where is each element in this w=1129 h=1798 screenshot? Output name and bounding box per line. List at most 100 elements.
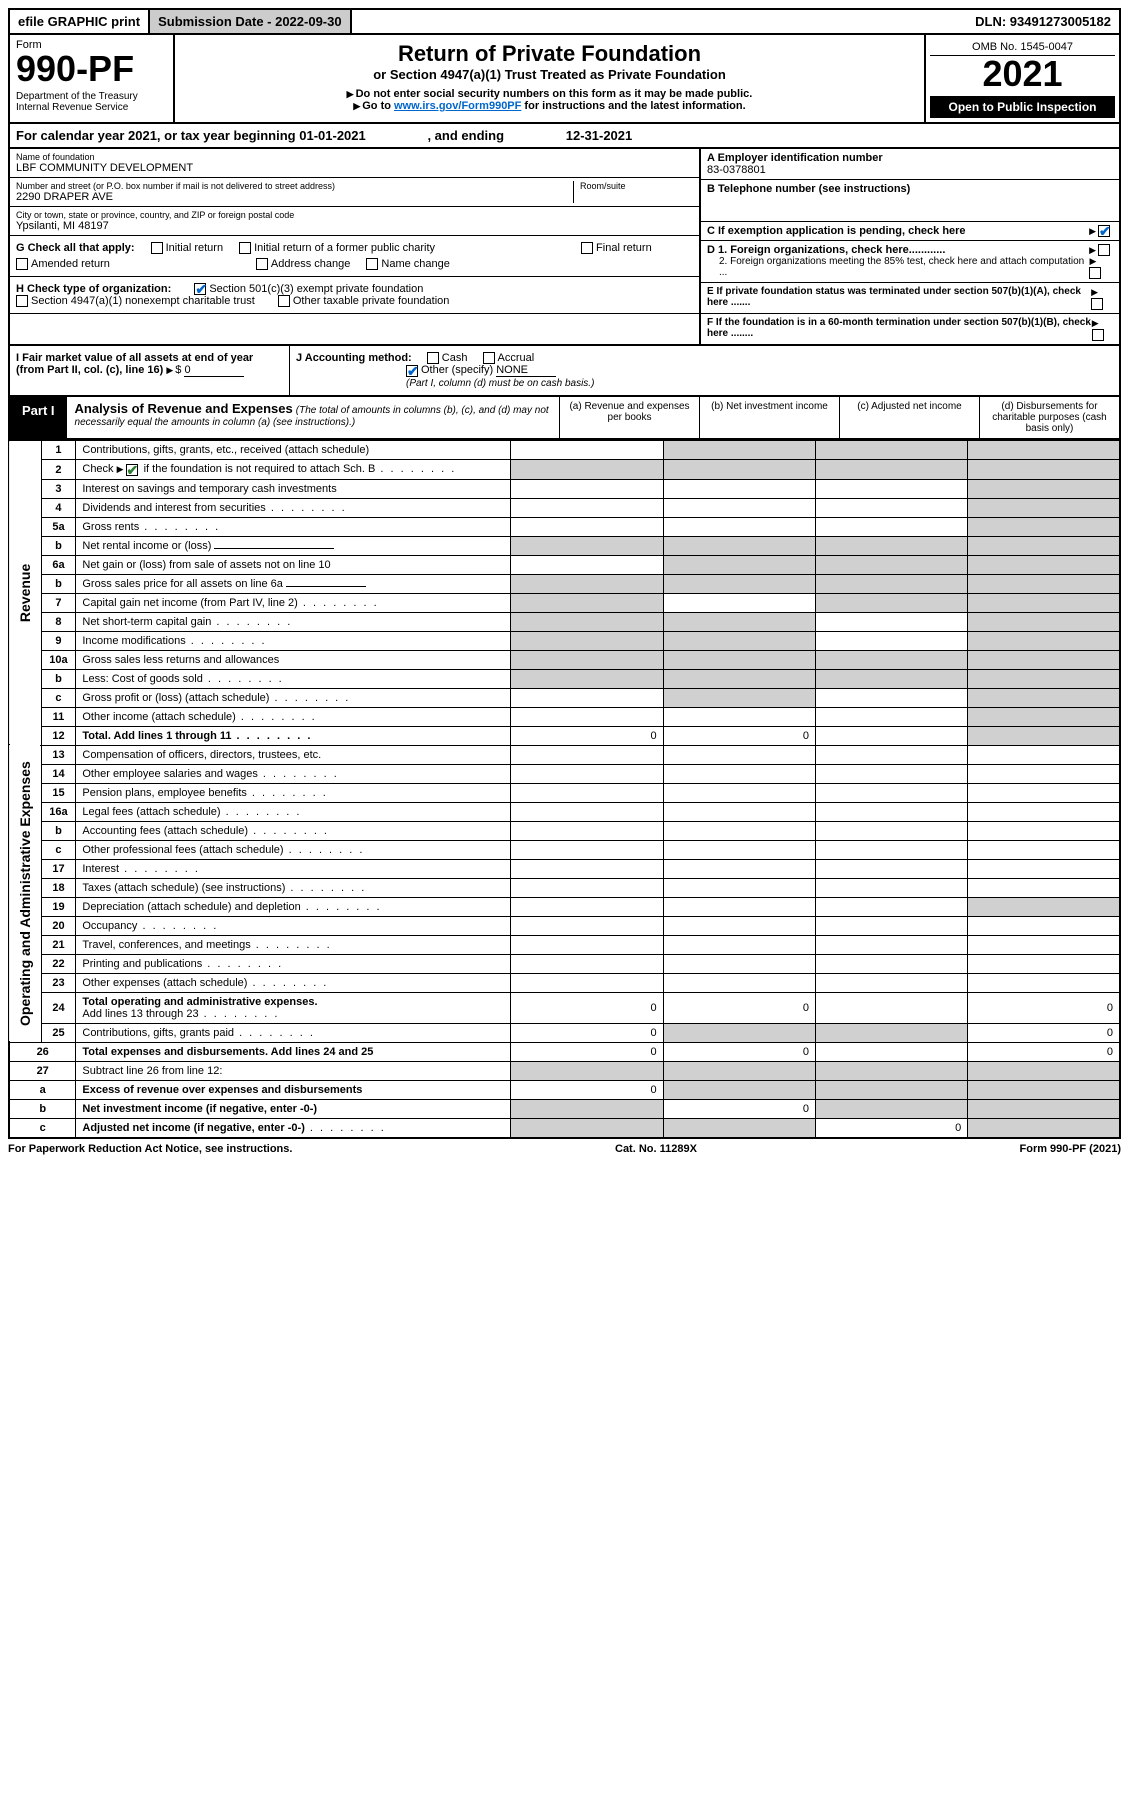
table-row: 20Occupancy bbox=[9, 916, 1120, 935]
addr-label: Number and street (or P.O. box number if… bbox=[16, 181, 573, 191]
title-block: Return of Private Foundation or Section … bbox=[175, 35, 924, 122]
g-opt: Amended return bbox=[31, 258, 110, 270]
street-address: 2290 DRAPER AVE bbox=[16, 191, 573, 203]
open-inspection: Open to Public Inspection bbox=[930, 96, 1115, 118]
table-row: cOther professional fees (attach schedul… bbox=[9, 840, 1120, 859]
row-desc: Dividends and interest from securities bbox=[82, 502, 265, 514]
other-method-checkbox[interactable] bbox=[406, 365, 418, 377]
table-row: Revenue 1Contributions, gifts, grants, e… bbox=[9, 441, 1120, 460]
cell-value: 0 bbox=[663, 1042, 815, 1061]
g-opt: Initial return bbox=[166, 242, 223, 254]
address-change-checkbox[interactable] bbox=[256, 258, 268, 270]
cash-checkbox[interactable] bbox=[427, 352, 439, 364]
table-row: 14Other employee salaries and wages bbox=[9, 764, 1120, 783]
foreign-85-checkbox[interactable] bbox=[1089, 267, 1101, 279]
60-month-checkbox[interactable] bbox=[1092, 329, 1104, 341]
section-i-j: I Fair market value of all assets at end… bbox=[8, 346, 1121, 397]
cell-value: 0 bbox=[511, 726, 663, 745]
row-desc: Occupancy bbox=[82, 920, 137, 932]
name-change-checkbox[interactable] bbox=[366, 258, 378, 270]
table-row: 2Check if the foundation is not required… bbox=[9, 460, 1120, 479]
accrual-checkbox[interactable] bbox=[483, 352, 495, 364]
calendar-year-row: For calendar year 2021, or tax year begi… bbox=[8, 124, 1121, 149]
foreign-org-checkbox[interactable] bbox=[1098, 244, 1110, 256]
form-subtitle: or Section 4947(a)(1) Trust Treated as P… bbox=[181, 67, 918, 82]
instr-2-post: for instructions and the latest informat… bbox=[521, 100, 745, 112]
cell-value: 0 bbox=[511, 1023, 663, 1042]
row-desc: Net rental income or (loss) bbox=[82, 540, 211, 552]
section-h: H Check type of organization: Section 50… bbox=[10, 277, 699, 314]
dollar-sign: $ bbox=[175, 364, 181, 376]
table-row: 26Total expenses and disbursements. Add … bbox=[9, 1042, 1120, 1061]
table-row: cGross profit or (loss) (attach schedule… bbox=[9, 688, 1120, 707]
table-row: 9Income modifications bbox=[9, 631, 1120, 650]
table-row: 12Total. Add lines 1 through 1100 bbox=[9, 726, 1120, 745]
row-desc: Gross sales less returns and allowances bbox=[82, 654, 279, 666]
table-row: aExcess of revenue over expenses and dis… bbox=[9, 1080, 1120, 1099]
cell-value: 0 bbox=[968, 1023, 1120, 1042]
schb-checkbox[interactable] bbox=[126, 464, 138, 476]
cell-value: 0 bbox=[663, 726, 815, 745]
table-row: bGross sales price for all assets on lin… bbox=[9, 574, 1120, 593]
table-row: bAccounting fees (attach schedule) bbox=[9, 821, 1120, 840]
row-desc: Other income (attach schedule) bbox=[82, 711, 235, 723]
table-row: bNet rental income or (loss) bbox=[9, 536, 1120, 555]
expenses-side-label: Operating and Administrative Expenses bbox=[9, 745, 41, 1042]
initial-return-checkbox[interactable] bbox=[151, 242, 163, 254]
ein-label: A Employer identification number bbox=[707, 152, 1113, 164]
arrow-icon bbox=[1091, 286, 1100, 298]
row-desc: Gross rents bbox=[82, 521, 139, 533]
final-return-checkbox[interactable] bbox=[581, 242, 593, 254]
cell-value: 0 bbox=[511, 992, 663, 1023]
row-desc: Contributions, gifts, grants, etc., rece… bbox=[76, 441, 511, 460]
initial-former-checkbox[interactable] bbox=[239, 242, 251, 254]
arrow-icon bbox=[1089, 225, 1098, 237]
row-desc: Other employee salaries and wages bbox=[82, 768, 257, 780]
cell-value: 0 bbox=[511, 1080, 663, 1099]
cell-value: 0 bbox=[968, 992, 1120, 1023]
table-row: Operating and Administrative Expenses 13… bbox=[9, 745, 1120, 764]
g-opt: Address change bbox=[271, 258, 351, 270]
row-desc: Adjusted net income (if negative, enter … bbox=[82, 1122, 304, 1134]
table-row: 5aGross rents bbox=[9, 517, 1120, 536]
table-row: 3Interest on savings and temporary cash … bbox=[9, 479, 1120, 498]
tax-year: 2021 bbox=[930, 56, 1115, 92]
part-1-table: Revenue 1Contributions, gifts, grants, e… bbox=[8, 440, 1121, 1138]
efile-label: efile GRAPHIC print bbox=[10, 10, 150, 33]
g-opt: Name change bbox=[381, 258, 450, 270]
instructions-link[interactable]: www.irs.gov/Form990PF bbox=[394, 100, 521, 112]
form-id-block: Form 990-PF Department of the Treasury I… bbox=[10, 35, 175, 122]
row-desc: Check bbox=[82, 463, 116, 475]
h-label: H Check type of organization: bbox=[16, 283, 171, 295]
row-desc: Gross profit or (loss) (attach schedule) bbox=[82, 692, 269, 704]
other-method-value: NONE bbox=[496, 364, 556, 377]
part-title: Analysis of Revenue and Expenses bbox=[75, 401, 293, 416]
status-terminated-checkbox[interactable] bbox=[1091, 298, 1103, 310]
j-accrual: Accrual bbox=[498, 352, 535, 364]
other-taxable-checkbox[interactable] bbox=[278, 295, 290, 307]
tel-label: B Telephone number (see instructions) bbox=[707, 183, 1113, 195]
row-desc: Net short-term capital gain bbox=[82, 616, 211, 628]
fmv-value: 0 bbox=[184, 364, 244, 377]
4947a1-checkbox[interactable] bbox=[16, 295, 28, 307]
row-desc: Gross sales price for all assets on line… bbox=[82, 578, 283, 590]
col-a-header: (a) Revenue and expenses per books bbox=[559, 397, 699, 438]
table-row: 4Dividends and interest from securities bbox=[9, 498, 1120, 517]
revenue-side-label: Revenue bbox=[9, 441, 41, 745]
city-state-zip: Ypsilanti, MI 48197 bbox=[16, 220, 693, 232]
ein-value: 83-0378801 bbox=[707, 164, 1113, 176]
form-header: Form 990-PF Department of the Treasury I… bbox=[8, 35, 1121, 124]
cal-begin: 01-01-2021 bbox=[299, 128, 366, 143]
e-label: E If private foundation status was termi… bbox=[707, 286, 1091, 310]
501c3-checkbox[interactable] bbox=[194, 283, 206, 295]
dln: DLN: 93491273005182 bbox=[967, 10, 1119, 33]
exemption-pending-checkbox[interactable] bbox=[1098, 225, 1110, 237]
row-desc: Net investment income (if negative, ente… bbox=[82, 1103, 317, 1115]
h-opt: Section 501(c)(3) exempt private foundat… bbox=[209, 283, 423, 295]
amended-return-checkbox[interactable] bbox=[16, 258, 28, 270]
row-desc: Depreciation (attach schedule) and deple… bbox=[82, 901, 300, 913]
row-desc: Add lines 13 through 23 bbox=[82, 1008, 198, 1020]
row-desc: Compensation of officers, directors, tru… bbox=[76, 745, 511, 764]
instr-1: Do not enter social security numbers on … bbox=[356, 88, 753, 100]
row-desc: Capital gain net income (from Part IV, l… bbox=[82, 597, 297, 609]
